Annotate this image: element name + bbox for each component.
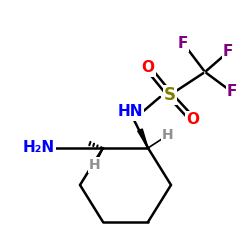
Text: H: H xyxy=(162,128,174,142)
Text: HN: HN xyxy=(117,104,143,120)
Text: S: S xyxy=(164,86,176,104)
Text: F: F xyxy=(227,84,237,100)
Polygon shape xyxy=(138,129,148,148)
Text: H₂N: H₂N xyxy=(23,140,55,156)
Text: F: F xyxy=(223,44,233,60)
Text: O: O xyxy=(186,112,200,128)
Text: O: O xyxy=(142,60,154,76)
Text: F: F xyxy=(178,36,188,51)
Text: H: H xyxy=(89,158,101,172)
